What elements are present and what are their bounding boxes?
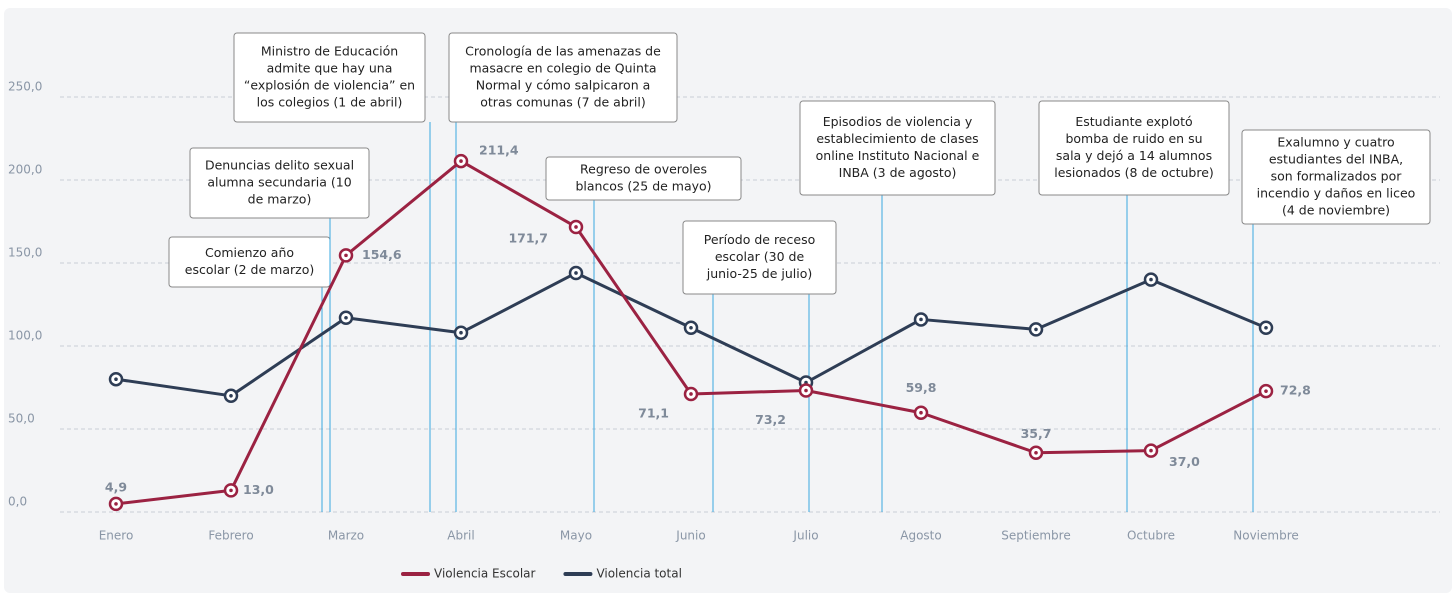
annotation-text: escolar (30 de	[715, 249, 805, 264]
data-label: 154,6	[362, 247, 402, 262]
point-dot	[344, 315, 348, 320]
annotation-text: Denuncias delito sexual	[205, 158, 354, 173]
annotation-box	[545, 156, 742, 201]
y-tick-label: 200,0	[8, 163, 42, 177]
point-dot	[1034, 450, 1038, 455]
data-label: 59,8	[906, 380, 937, 395]
x-tick-label: Noviembre	[1233, 529, 1299, 543]
point-dot	[574, 225, 578, 229]
point-dot	[919, 317, 923, 322]
y-tick-label: 150,0	[8, 246, 42, 260]
annotation-text: online Instituto Nacional e	[816, 148, 980, 163]
annotation-text: Estudiante explotó	[1075, 114, 1192, 129]
annotation-text: admite que hay una	[267, 61, 393, 76]
annotation-text: Ministro de Educación	[261, 44, 398, 59]
x-tick-label: Agosto	[900, 529, 941, 543]
point-dot	[919, 410, 923, 415]
point-dot	[459, 330, 463, 335]
point-dot	[344, 253, 348, 258]
annotation-text: (4 de noviembre)	[1282, 203, 1390, 218]
annotation-text: Período de receso	[704, 232, 815, 247]
point-dot	[1149, 448, 1153, 453]
point-dot	[804, 388, 808, 393]
x-tick-label: Octubre	[1127, 529, 1175, 543]
point-dot	[229, 394, 233, 398]
y-tick-label: 250,0	[8, 80, 42, 94]
data-label: 37,0	[1169, 454, 1200, 469]
data-label: 72,8	[1280, 383, 1311, 398]
annotation-box	[1241, 129, 1431, 225]
y-tick-label: 50,0	[8, 412, 35, 426]
annotation-box	[799, 100, 996, 196]
annotation-text: los colegios (1 de abril)	[257, 95, 403, 110]
annotation-text: Comienzo año	[205, 245, 294, 260]
annotation-box	[189, 147, 370, 219]
annotation-box	[682, 220, 837, 295]
annotation-text: junio-25 de julio)	[706, 266, 813, 281]
annotation-text: sala y dejó a 14 alumnos	[1056, 148, 1212, 163]
point-dot	[459, 159, 463, 163]
annotation-text: INBA (3 de agosto)	[839, 165, 957, 180]
data-label: 171,7	[508, 230, 548, 245]
annotation-box	[1038, 100, 1230, 196]
annotation-text: Regreso de overoles	[580, 162, 707, 177]
annotation-text: blancos (25 de mayo)	[575, 179, 711, 194]
annotation-text: bomba de ruido en su	[1065, 131, 1202, 146]
chart-background	[4, 8, 1452, 593]
point-dot	[114, 377, 118, 382]
x-tick-label: Junio	[675, 529, 705, 543]
point-dot	[574, 271, 578, 275]
annotation-box	[448, 32, 678, 123]
x-tick-label: Abril	[447, 529, 474, 543]
point-dot	[229, 488, 233, 493]
annotation-text: incendio y daños en liceo	[1257, 186, 1416, 201]
point-dot	[1149, 277, 1153, 282]
annotation-text: estudiantes del INBA,	[1269, 152, 1403, 167]
annotation-text: son formalizados por	[1271, 169, 1403, 184]
annotation-text: Exalumno y cuatro	[1277, 135, 1394, 150]
legend-label: Violencia total	[596, 567, 681, 581]
data-label: 71,1	[638, 405, 669, 420]
x-tick-label: Julio	[792, 529, 818, 543]
point-dot	[1264, 389, 1268, 393]
point-dot	[1264, 325, 1268, 330]
point-dot	[114, 502, 118, 506]
data-label: 4,9	[105, 479, 127, 494]
annotation-text: de marzo)	[248, 192, 312, 207]
data-label: 73,2	[755, 412, 786, 427]
y-tick-label: 100,0	[8, 329, 42, 343]
annotation-text: Cronología de las amenazas de	[465, 44, 661, 59]
annotation-text: lesionados (8 de octubre)	[1054, 165, 1214, 180]
annotation-box	[233, 32, 426, 123]
point-dot	[689, 392, 693, 396]
data-label: 13,0	[243, 482, 274, 497]
x-tick-label: Mayo	[560, 529, 592, 543]
annotation-text: Normal y cómo salpicaron a	[476, 78, 651, 93]
x-tick-label: Febrero	[208, 529, 253, 543]
x-tick-label: Septiembre	[1001, 529, 1070, 543]
data-label: 211,4	[479, 143, 519, 158]
y-tick-label: 0,0	[8, 495, 27, 509]
annotation-text: establecimiento de clases	[816, 131, 978, 146]
data-label: 35,7	[1021, 426, 1052, 441]
annotation-text: otras comunas (7 de abril)	[480, 95, 645, 110]
x-tick-label: Enero	[99, 529, 134, 543]
annotation-text: masacre en colegio de Quinta	[469, 61, 656, 76]
legend-label: Violencia Escolar	[434, 567, 536, 581]
annotation-text: “explosión de violencia” en	[244, 78, 415, 93]
point-dot	[689, 325, 693, 330]
point-dot	[1034, 327, 1038, 332]
x-tick-label: Marzo	[328, 529, 364, 543]
annotation-text: Episodios de violencia y	[823, 114, 973, 129]
annotation-text: escolar (2 de marzo)	[185, 262, 314, 277]
annotation-text: alumna secundaria (10	[207, 175, 351, 190]
